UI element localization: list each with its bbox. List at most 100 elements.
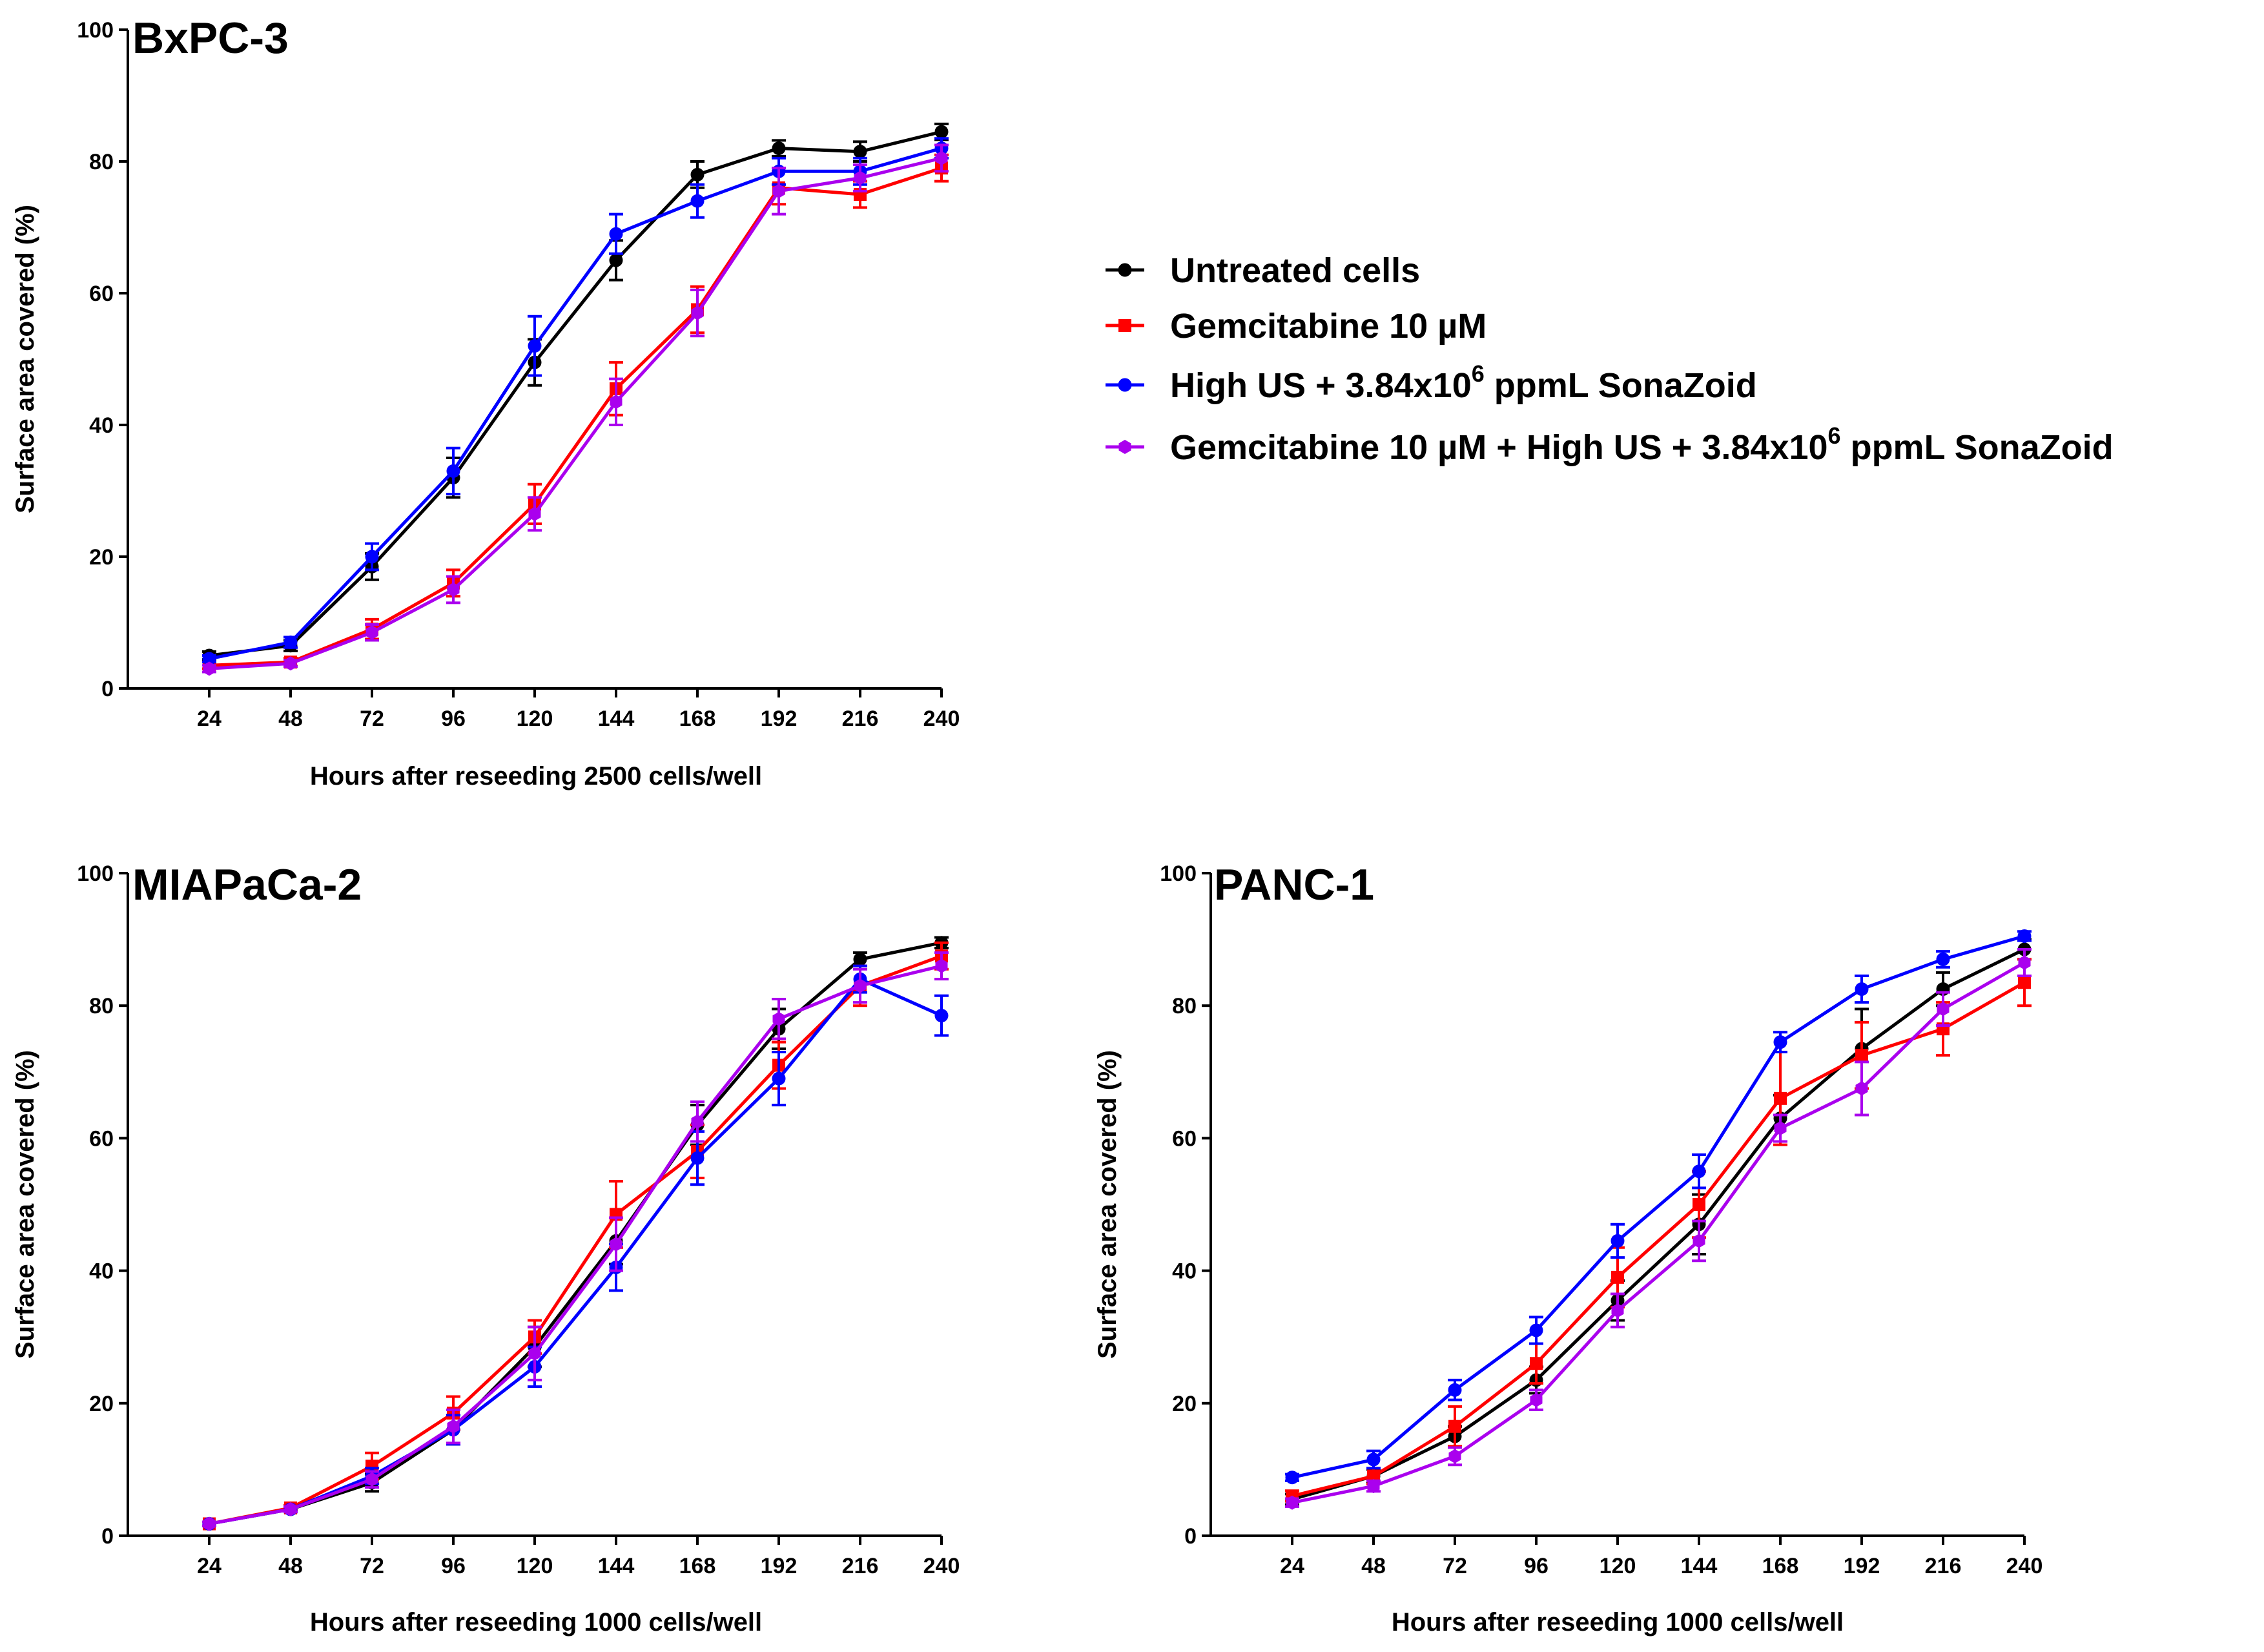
data-point: [203, 661, 216, 676]
y-tick-label: 20: [89, 1392, 114, 1416]
data-point: [934, 1009, 949, 1023]
x-tick-label: 216: [1925, 1554, 1962, 1578]
series-line-untreated: [1292, 947, 2026, 1501]
data-point: [1611, 1234, 1625, 1248]
data-point: [283, 635, 298, 650]
x-tick-label: 168: [1762, 1554, 1799, 1578]
legend-label: Gemcitabine 10 µM: [1170, 307, 1487, 346]
data-point: [365, 1472, 378, 1487]
legend-label: High US + 3.84x106 ppmL SonaZoid: [1170, 360, 1757, 405]
data-point: [609, 253, 623, 267]
x-tick-label: 96: [1524, 1554, 1549, 1578]
x-tick-label: 96: [441, 707, 466, 731]
data-point: [1367, 1469, 1380, 1483]
legend-marker: [1118, 440, 1131, 454]
data-point: [284, 656, 297, 671]
y-tick-label: 40: [89, 413, 114, 438]
data-point: [446, 464, 460, 478]
x-tick-label: 144: [598, 1554, 635, 1578]
x-tick-label: 144: [1681, 1554, 1718, 1578]
series-combo: [1285, 947, 2032, 1510]
legend-entry-us: High US + 3.84x106 ppmL SonaZoid: [1106, 360, 1757, 405]
series-us: [202, 964, 949, 1531]
y-tick-label: 0: [101, 1524, 114, 1549]
series-line-us: [1292, 934, 2025, 1480]
data-point: [1774, 1121, 1787, 1135]
panel-panc1: 0 20 40 60 80 100 24 48 72 96 120 144 168 192 216 240 Ho…: [1093, 860, 2043, 1637]
series-untreated: [202, 122, 949, 663]
x-tick-label: 96: [441, 1554, 466, 1578]
y-tick-label: 100: [77, 18, 114, 43]
data-point: [1855, 1081, 1868, 1096]
data-point: [610, 395, 623, 409]
panel-title: PANC-1: [1214, 860, 1374, 909]
x-tick-label: 24: [197, 707, 221, 731]
panel-miapaca2: 0 20 40 60 80 100 24 48 72 96 120 144 168 192 216 240 Ho…: [11, 860, 960, 1637]
legend-label: Untreated cells: [1170, 251, 1420, 290]
x-tick-label: 120: [1600, 1554, 1636, 1578]
data-point: [203, 1516, 216, 1531]
legend-marker: [1118, 378, 1132, 392]
x-tick-label: 216: [842, 1554, 879, 1578]
data-point: [935, 958, 948, 973]
data-point: [1448, 1420, 1461, 1433]
x-axis-label: Hours after reseeding 1000 cells/well: [310, 1608, 762, 1637]
panel-title: BxPC-3: [132, 14, 289, 63]
data-point: [691, 1114, 704, 1129]
series-combo: [202, 951, 949, 1531]
data-point: [854, 170, 867, 185]
x-tick-label: 48: [278, 707, 303, 731]
series-us: [202, 137, 949, 666]
data-point: [1773, 1035, 1787, 1049]
data-point: [447, 1419, 460, 1434]
x-tick-label: 120: [517, 707, 553, 731]
x-tick-label: 24: [197, 1554, 221, 1578]
data-point: [284, 1502, 297, 1516]
series-line-combo: [209, 156, 942, 670]
y-tick-label: 20: [89, 545, 114, 570]
y-tick-label: 40: [89, 1259, 114, 1284]
data-point: [365, 625, 378, 640]
data-point: [1774, 1091, 1787, 1105]
y-tick-label: 100: [1160, 862, 1197, 886]
y-tick-label: 100: [77, 862, 114, 886]
data-point: [854, 978, 867, 993]
x-tick-label: 168: [679, 707, 716, 731]
legend-entry-combo: Gemcitabine 10 µM + High US + 3.84x106 p…: [1106, 422, 2114, 467]
legend-marker: [1118, 319, 1131, 332]
data-point: [528, 1346, 541, 1361]
legend-entry-untreated: Untreated cells: [1106, 251, 1420, 290]
data-point: [772, 141, 786, 156]
series-line-untreated: [209, 941, 942, 1525]
x-tick-label: 192: [761, 1554, 798, 1578]
data-point: [1693, 1234, 1705, 1248]
data-point: [690, 1151, 705, 1165]
x-tick-label: 240: [923, 707, 960, 731]
x-tick-label: 168: [679, 1554, 716, 1578]
x-tick-label: 192: [1844, 1554, 1880, 1578]
panel-title: MIAPaCa-2: [132, 860, 362, 909]
series-line-us: [209, 977, 943, 1525]
data-point: [2018, 955, 2031, 970]
x-axis-label: Hours after reseeding 1000 cells/well: [1392, 1608, 1844, 1637]
data-point: [1693, 1198, 1705, 1211]
data-point: [528, 339, 542, 353]
series-line-gem: [1292, 981, 2026, 1498]
legend-marker: [1118, 263, 1132, 277]
series-untreated: [202, 936, 949, 1531]
x-tick-label: 216: [842, 707, 879, 731]
panel-bxpc3: 0 20 40 60 80 100 24 48 72 96 120 144 168 192 216 240 Ho…: [11, 14, 960, 790]
data-point: [1286, 1495, 1299, 1510]
data-point: [1611, 1270, 1624, 1284]
data-point: [365, 550, 379, 564]
y-tick-label: 40: [1172, 1259, 1197, 1284]
data-point: [609, 227, 623, 241]
series-line-combo: [1292, 961, 2026, 1505]
data-point: [1448, 1383, 1462, 1397]
y-tick-label: 60: [89, 282, 114, 306]
x-tick-label: 24: [1280, 1554, 1304, 1578]
y-axis-label: Surface area covered (%): [11, 1050, 39, 1359]
y-axis-label: Surface area covered (%): [1093, 1050, 1122, 1359]
data-point: [1936, 952, 1950, 966]
